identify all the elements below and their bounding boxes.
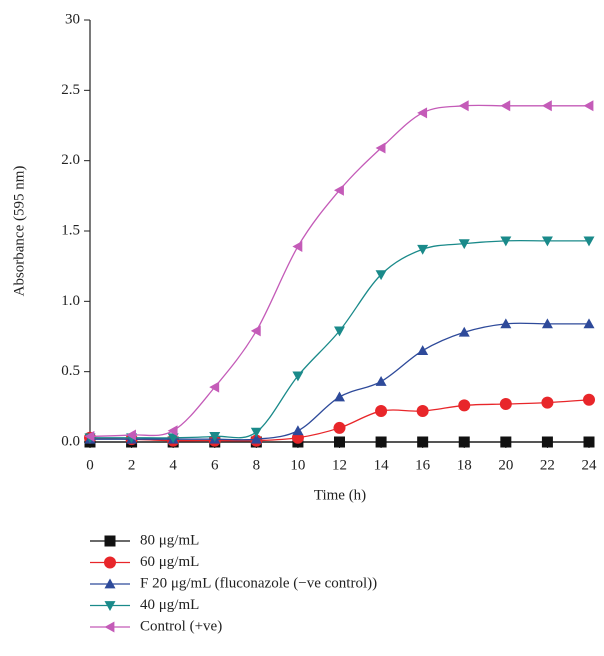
data-point xyxy=(417,107,428,119)
data-point xyxy=(500,236,512,247)
data-point xyxy=(209,381,220,393)
data-point xyxy=(583,236,595,247)
data-point xyxy=(583,318,595,329)
y-tick-label: 30 xyxy=(65,11,80,27)
data-point xyxy=(541,236,553,247)
legend-marker xyxy=(104,535,116,547)
data-point xyxy=(375,405,388,418)
x-tick-label: 12 xyxy=(332,457,347,473)
data-point xyxy=(416,405,429,418)
x-tick-label: 14 xyxy=(374,457,390,473)
data-point xyxy=(292,371,304,382)
legend-marker xyxy=(104,621,115,633)
data-point xyxy=(333,421,346,434)
data-point xyxy=(334,436,345,448)
x-tick-label: 6 xyxy=(211,457,219,473)
data-point xyxy=(417,345,429,355)
data-point xyxy=(375,142,386,154)
data-point xyxy=(250,325,261,337)
data-point xyxy=(417,436,429,448)
data-point xyxy=(458,100,469,112)
data-point xyxy=(167,433,179,444)
legend-marker xyxy=(104,578,116,589)
legend-marker xyxy=(104,601,116,611)
legend-label: 40 μg/mL xyxy=(140,597,199,613)
y-axis-label: Absorbance (595 nm) xyxy=(11,166,27,297)
series-line xyxy=(89,104,589,438)
data-point xyxy=(583,436,595,448)
y-tick-label: 0.0 xyxy=(61,433,80,449)
legend-label: Control (+ve) xyxy=(140,618,222,634)
x-tick-label: 24 xyxy=(582,457,598,473)
y-tick-label: 2.0 xyxy=(61,152,80,168)
x-tick-label: 10 xyxy=(290,457,305,473)
legend-label: F 20 μg/mL (fluconazole (−ve control)) xyxy=(140,575,377,591)
x-tick-label: 0 xyxy=(86,457,94,473)
data-point xyxy=(417,244,429,255)
x-tick-label: 2 xyxy=(128,457,136,473)
data-point xyxy=(334,326,345,337)
data-point xyxy=(334,184,344,196)
y-tick-label: 1.0 xyxy=(61,293,80,309)
legend-marker xyxy=(104,556,116,569)
data-point xyxy=(292,240,303,252)
data-point xyxy=(458,239,470,250)
data-point xyxy=(375,376,387,386)
y-tick-label: 0.5 xyxy=(61,363,80,379)
x-tick-label: 20 xyxy=(498,457,513,473)
data-point xyxy=(541,318,553,329)
x-tick-label: 8 xyxy=(253,457,261,473)
data-point xyxy=(583,100,594,112)
y-tick-label: 2.5 xyxy=(61,82,80,98)
data-point xyxy=(250,427,262,438)
data-point xyxy=(583,393,595,406)
x-tick-label: 18 xyxy=(457,457,472,473)
x-axis-label: Time (h) xyxy=(314,487,366,503)
data-point xyxy=(334,391,345,402)
data-point xyxy=(126,429,136,441)
legend-label: 60 μg/mL xyxy=(140,554,199,570)
data-point xyxy=(375,436,387,448)
x-tick-label: 22 xyxy=(540,457,555,473)
data-point xyxy=(458,326,470,337)
data-point xyxy=(250,433,262,444)
data-point xyxy=(499,398,512,411)
data-point xyxy=(375,270,387,281)
data-point xyxy=(500,100,511,112)
data-point xyxy=(167,425,178,437)
data-point xyxy=(541,396,554,409)
data-point xyxy=(209,431,221,442)
data-point xyxy=(541,436,553,448)
data-point xyxy=(500,436,512,448)
data-point xyxy=(292,425,304,436)
legend-label: 80 μg/mL xyxy=(140,532,199,548)
x-tick-label: 16 xyxy=(415,457,431,473)
data-point xyxy=(458,399,471,412)
data-point xyxy=(84,430,95,442)
y-tick-label: 1.5 xyxy=(61,222,80,238)
data-point xyxy=(541,100,552,112)
data-point xyxy=(458,436,470,448)
series-line xyxy=(90,239,589,439)
data-point xyxy=(500,318,512,329)
x-tick-label: 4 xyxy=(169,457,177,473)
